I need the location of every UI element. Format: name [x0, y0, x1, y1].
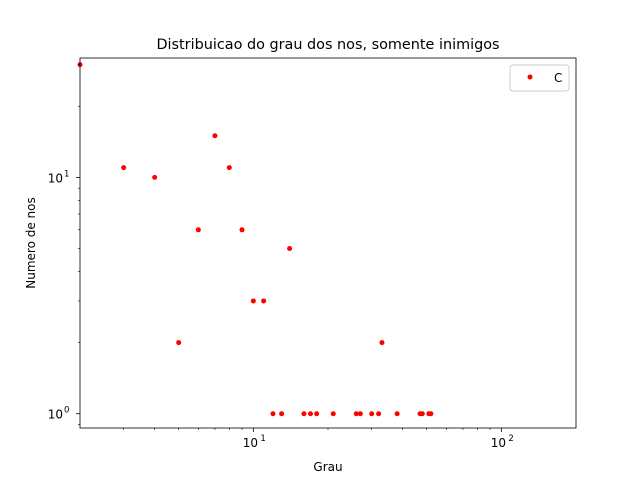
legend: C: [509, 64, 570, 92]
data-point-7: [239, 227, 245, 233]
data-point-21: [379, 340, 385, 346]
data-point-16: [330, 411, 336, 417]
data-point-26: [428, 411, 434, 417]
data-point-1: [121, 165, 127, 171]
data-point-13: [301, 411, 307, 417]
data-point-19: [369, 411, 375, 417]
data-point-2: [152, 174, 158, 180]
x-tick-label-1: 10: [491, 436, 506, 450]
x-tick-exponent-0: 1: [260, 434, 265, 444]
data-point-3: [176, 340, 182, 346]
data-point-10: [270, 411, 276, 417]
y-axis-label: Numero de nos: [24, 197, 38, 289]
chart-title: Distribuicao do grau dos nos, somente in…: [156, 37, 499, 53]
data-point-5: [212, 133, 218, 139]
data-point-11: [279, 411, 285, 417]
data-point-20: [376, 411, 382, 417]
data-point-15: [314, 411, 320, 417]
plot-area: [80, 58, 576, 428]
data-point-6: [226, 165, 232, 171]
data-point-18: [357, 411, 363, 417]
legend-marker: [527, 74, 533, 80]
x-axis-ticks: 10 1 10 2: [123, 428, 514, 450]
data-point-9: [261, 298, 267, 304]
data-point-12: [287, 246, 293, 252]
legend-box: [509, 64, 570, 92]
data-point-17: [353, 411, 359, 417]
data-point-24: [419, 411, 425, 417]
data-point-8: [250, 298, 256, 304]
legend-label: C: [554, 71, 562, 85]
data-point-4: [195, 227, 201, 233]
x-axis-label: Grau: [313, 460, 342, 474]
x-tick-exponent-1: 2: [508, 434, 513, 444]
y-tick-label-1: 10: [48, 171, 63, 185]
y-tick-exponent-0: 0: [64, 406, 69, 416]
data-points: [77, 62, 434, 417]
y-tick-exponent-1: 1: [64, 169, 69, 179]
data-point-22: [394, 411, 400, 417]
x-tick-label-0: 10: [243, 436, 258, 450]
data-point-14: [308, 411, 313, 417]
y-tick-label-0: 10: [48, 408, 63, 422]
